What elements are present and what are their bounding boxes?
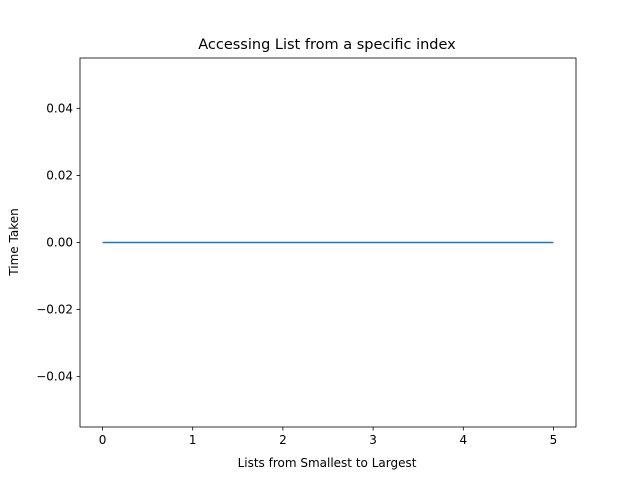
- x-tick-label: 1: [189, 433, 197, 447]
- y-axis-label: Time Taken: [7, 208, 21, 276]
- x-tick-label: 4: [459, 433, 467, 447]
- y-tick-label: 0.00: [46, 236, 73, 250]
- y-tick-label: 0.02: [46, 168, 73, 182]
- x-tick-label: 3: [369, 433, 377, 447]
- y-tick-label: −0.02: [36, 303, 73, 317]
- y-tick-label: 0.04: [46, 101, 73, 115]
- x-tick-label: 2: [279, 433, 287, 447]
- plot-area: 0 1 2 3 4 5 −0.04 −0.02 0.00 0.02 0.04: [36, 57, 577, 447]
- y-tick-label: −0.04: [36, 370, 73, 384]
- x-axis-label: Lists from Smallest to Largest: [238, 456, 417, 470]
- x-tick-label: 5: [550, 433, 558, 447]
- x-tick-label: 0: [99, 433, 107, 447]
- chart-title: Accessing List from a specific index: [198, 37, 456, 53]
